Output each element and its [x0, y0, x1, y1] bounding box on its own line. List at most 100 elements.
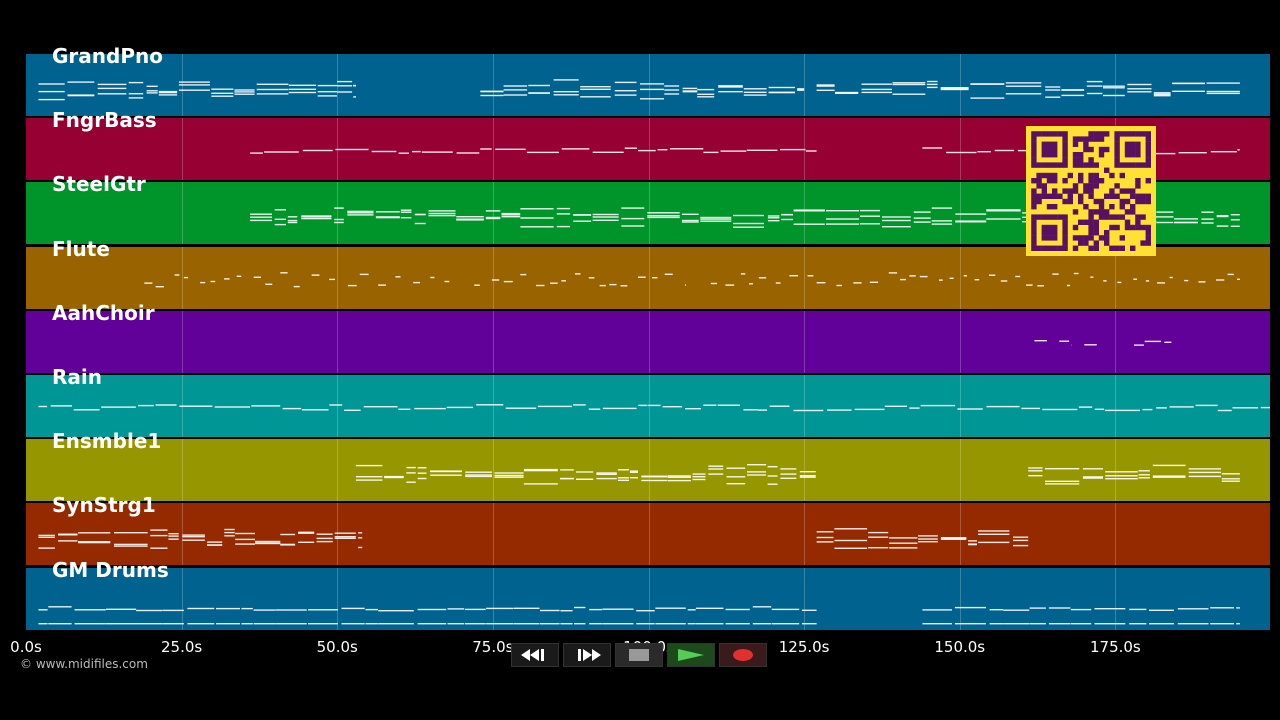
- note: [250, 220, 272, 222]
- note: [536, 284, 545, 286]
- stop-button[interactable]: [615, 643, 663, 667]
- note: [1144, 340, 1162, 342]
- note: [747, 464, 767, 466]
- note: [922, 147, 943, 149]
- play-button[interactable]: [667, 643, 715, 667]
- grid-line: [337, 246, 339, 309]
- note: [150, 547, 168, 550]
- note: [187, 607, 215, 609]
- note: [162, 622, 184, 624]
- note: [553, 91, 579, 93]
- note: [1156, 216, 1174, 218]
- note: [136, 622, 163, 624]
- note: [621, 207, 645, 210]
- note: [168, 533, 179, 535]
- track-lane-aahchoir[interactable]: [26, 310, 1270, 373]
- note: [685, 408, 701, 410]
- note: [797, 89, 805, 91]
- note: [520, 208, 554, 210]
- note: [414, 214, 426, 216]
- time-tick-label: 25.0s: [161, 638, 203, 656]
- note: [835, 92, 859, 94]
- grid-line: [492, 54, 494, 116]
- note: [647, 404, 661, 407]
- note: [1003, 609, 1030, 611]
- note: [207, 544, 223, 547]
- note: [358, 532, 363, 534]
- track-lane-ensmble1[interactable]: [26, 439, 1270, 502]
- note-roll: [144, 271, 1240, 287]
- note: [726, 467, 746, 470]
- note: [1156, 211, 1174, 214]
- note: [561, 279, 566, 282]
- note: [889, 542, 918, 545]
- note: [1210, 606, 1234, 609]
- note: [293, 285, 300, 287]
- note: [767, 475, 778, 477]
- note: [378, 609, 414, 611]
- note: [1005, 93, 1042, 95]
- note: [989, 274, 996, 276]
- note: [101, 406, 136, 408]
- note: [621, 225, 645, 228]
- rewind-button[interactable]: [511, 643, 559, 667]
- note: [1164, 341, 1172, 343]
- note: [1066, 284, 1071, 286]
- note: [1105, 478, 1138, 480]
- note: [1188, 471, 1221, 474]
- note: [1236, 622, 1240, 624]
- note: [158, 90, 178, 93]
- note: [940, 88, 969, 90]
- note: [236, 275, 242, 277]
- note: [970, 97, 1005, 99]
- note: [308, 608, 338, 611]
- track-lane-gm-drums[interactable]: [26, 567, 1270, 630]
- note: [155, 404, 177, 406]
- track-lane-flute[interactable]: [26, 246, 1270, 309]
- note: [224, 535, 235, 537]
- note: [868, 532, 889, 534]
- fast-forward-button[interactable]: [563, 643, 611, 667]
- copyright-text: © www.midifiles.com: [20, 657, 148, 671]
- note: [636, 622, 655, 624]
- note: [1153, 95, 1171, 97]
- note: [708, 473, 724, 475]
- note: [316, 538, 333, 540]
- note: [503, 280, 513, 282]
- note: [329, 404, 343, 406]
- note: [337, 91, 353, 93]
- grid-line: [1115, 375, 1117, 437]
- note: [1138, 470, 1150, 472]
- note: [494, 474, 524, 477]
- note: [287, 222, 298, 224]
- track-lane-rain[interactable]: [26, 375, 1270, 437]
- note: [725, 622, 750, 624]
- note: [801, 622, 817, 624]
- note: [682, 91, 698, 93]
- note: [355, 465, 383, 467]
- note: [1227, 273, 1234, 275]
- record-button[interactable]: [719, 643, 767, 667]
- note: [1045, 89, 1061, 91]
- note: [861, 91, 892, 94]
- note: [692, 476, 706, 478]
- note: [592, 219, 619, 222]
- note: [1149, 609, 1174, 611]
- track-lane-grandpno[interactable]: [26, 54, 1270, 116]
- note: [235, 539, 255, 541]
- note: [58, 533, 78, 536]
- note: [614, 81, 637, 84]
- note: [430, 276, 435, 278]
- track-lane-synstrg1[interactable]: [26, 503, 1270, 566]
- note: [1201, 211, 1214, 214]
- note: [939, 278, 943, 281]
- note: [513, 622, 540, 624]
- note: [986, 405, 1020, 408]
- note: [888, 271, 898, 274]
- note: [224, 277, 230, 280]
- note: [355, 479, 383, 481]
- note: [287, 220, 298, 222]
- note: [1103, 87, 1125, 89]
- note: [1105, 471, 1138, 473]
- note: [1048, 622, 1071, 624]
